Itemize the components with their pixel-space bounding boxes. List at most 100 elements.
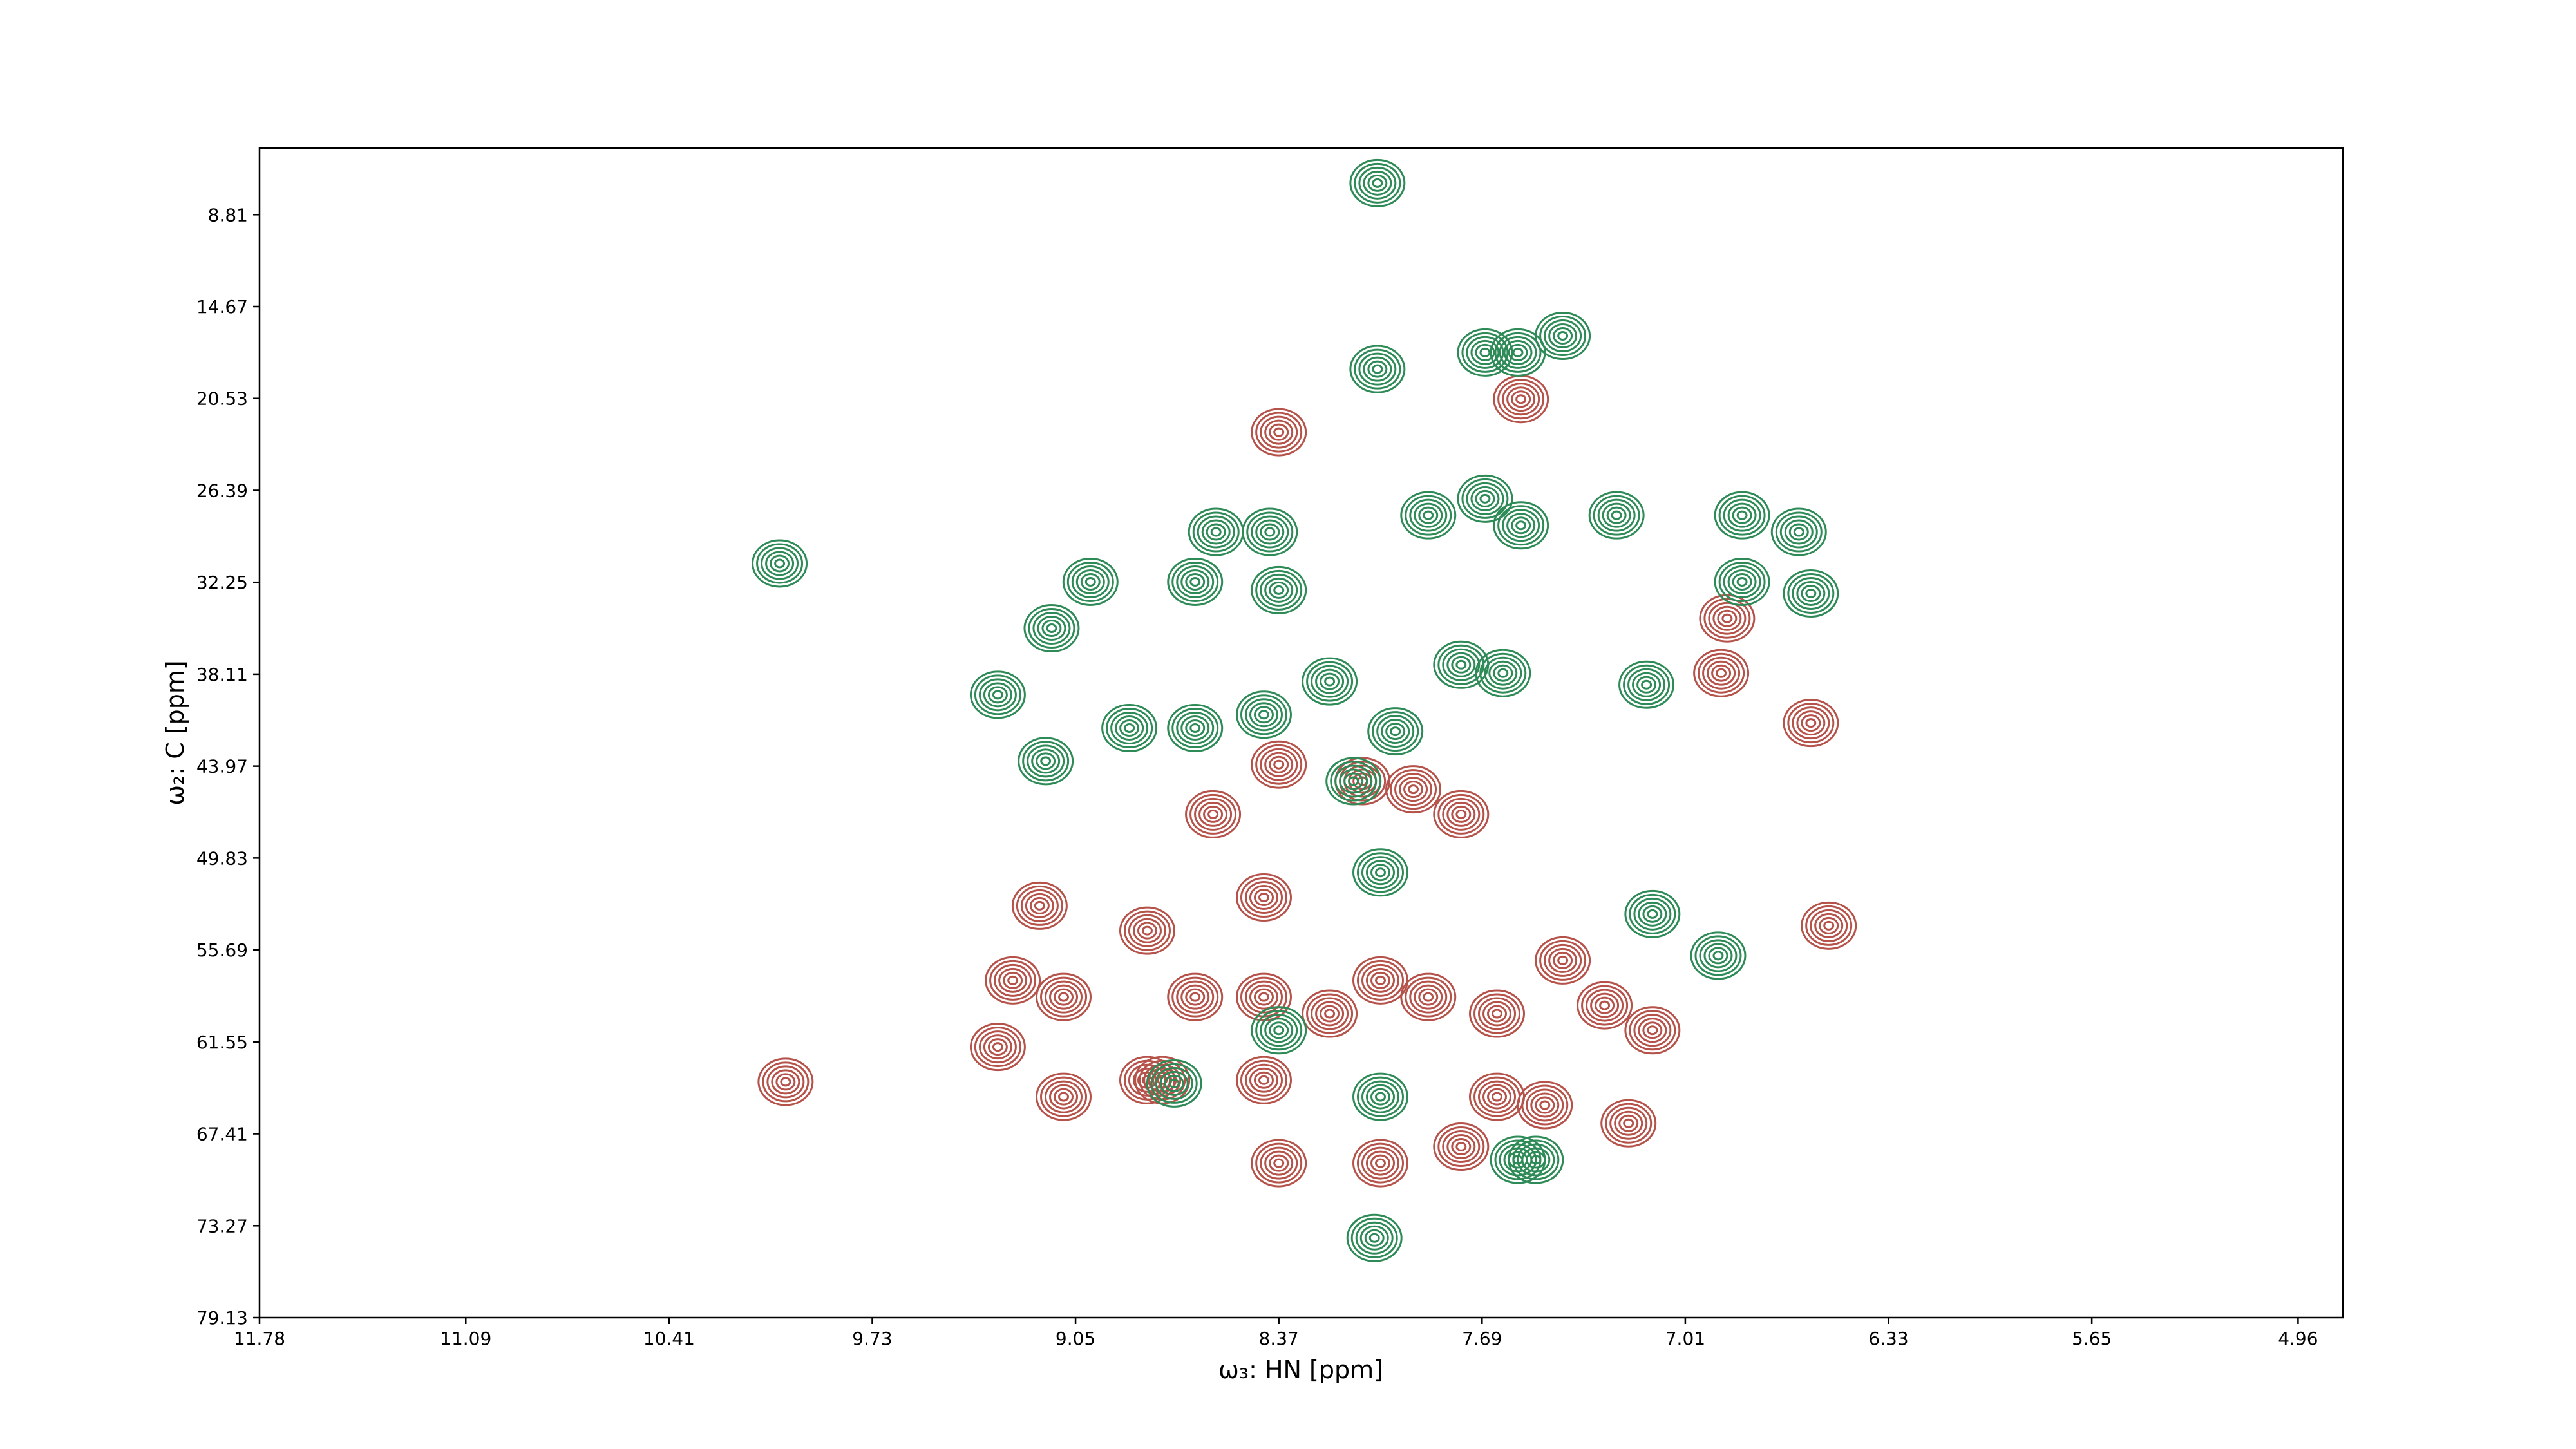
contour-level (1690, 931, 1747, 980)
contour-level (1712, 605, 1742, 631)
contour-level (1478, 997, 1517, 1030)
contour-level (1348, 776, 1359, 786)
contour-level (1647, 1025, 1658, 1036)
contour-level (1249, 884, 1278, 910)
contour-level (1029, 896, 1050, 914)
contour-level (1040, 1076, 1088, 1117)
contour-level (1475, 489, 1495, 507)
contour-level (1269, 1021, 1289, 1039)
contour-level (1054, 988, 1074, 1006)
contour-level (983, 1034, 1012, 1060)
contour-level (1693, 649, 1750, 697)
contour-level (1801, 714, 1821, 732)
contour-level (1703, 598, 1751, 639)
contour-level (1258, 992, 1269, 1002)
contour-level (1597, 498, 1636, 532)
contour-level (969, 1023, 1026, 1072)
contour-level (1037, 616, 1066, 641)
contour-level (1242, 507, 1298, 556)
contour-level (1442, 1130, 1481, 1164)
contour-level (1249, 1067, 1278, 1093)
contour-level (1403, 781, 1424, 799)
peak (1624, 889, 1681, 938)
contour-level (1784, 519, 1814, 545)
contour-level (1176, 711, 1215, 744)
contour-level (1437, 793, 1485, 835)
contour-level (1356, 852, 1404, 893)
contour-level (1473, 993, 1521, 1034)
contour-level (1106, 707, 1153, 748)
peak (1783, 699, 1839, 748)
contour-level (1011, 881, 1068, 930)
contour-level (1264, 419, 1294, 445)
contour-level (1535, 936, 1591, 985)
contour-level (1446, 652, 1476, 677)
contour-level (1614, 1110, 1643, 1136)
contour-level (1805, 588, 1817, 598)
y-tick-label: 38.11 (196, 664, 248, 685)
peak (752, 539, 808, 588)
contour-level (1258, 892, 1269, 902)
contour-level (1273, 759, 1285, 770)
contour-level (1167, 703, 1224, 752)
contour-level (1372, 711, 1419, 752)
contour-level (1167, 972, 1224, 1021)
contour-level (1176, 565, 1215, 598)
contour-level (1185, 719, 1206, 737)
contour-level (1320, 1005, 1340, 1023)
peak (1600, 1099, 1657, 1148)
contour-level (1058, 992, 1070, 1002)
contour-level (992, 690, 1003, 700)
contour-level (1306, 661, 1354, 702)
contour-level (1273, 1025, 1285, 1036)
contour-level (1361, 1146, 1399, 1180)
contour-level (1180, 984, 1210, 1010)
contour-level (1783, 569, 1839, 618)
contour-level (1497, 668, 1509, 678)
contour-level (1251, 1139, 1307, 1188)
contour-level (1372, 178, 1383, 188)
contour-level (1255, 412, 1303, 453)
contour-level (1400, 491, 1457, 540)
peak (1188, 507, 1244, 556)
contour-level (1352, 1072, 1408, 1121)
contour-level (1718, 561, 1766, 602)
contour-level (1473, 1076, 1521, 1117)
contour-level (983, 682, 1012, 708)
contour-level (1339, 768, 1368, 794)
contour-level (1521, 1084, 1569, 1126)
x-axis-label: ω₃: HN [ppm] (1218, 1356, 1383, 1384)
contour-level (1251, 1006, 1307, 1055)
contour-level (1155, 1066, 1193, 1100)
contour-level (1240, 876, 1287, 918)
contour-level (1007, 975, 1019, 985)
contour-level (1244, 1063, 1283, 1097)
contour-level (1185, 573, 1206, 591)
contour-level (1343, 772, 1364, 790)
contour-level (1714, 557, 1770, 606)
contour-level (1446, 1134, 1476, 1160)
contour-level (1260, 748, 1298, 781)
peak (1433, 790, 1490, 838)
contour-level (1736, 510, 1748, 520)
contour-level (1361, 1080, 1399, 1113)
contour-level (1264, 1018, 1294, 1043)
y-tick-label: 73.27 (196, 1215, 248, 1236)
contour-level (1189, 723, 1201, 733)
contour-level (1703, 943, 1733, 969)
contour-level (1352, 848, 1408, 897)
contour-level (1381, 719, 1410, 744)
contour-level (1623, 664, 1671, 705)
contour-level (1264, 1150, 1294, 1176)
contour-level (1189, 793, 1237, 835)
contour-level (1123, 910, 1171, 951)
contour-level (1110, 711, 1149, 744)
contour-level (1235, 873, 1292, 922)
contour-level (1792, 576, 1830, 610)
contour-level (1370, 1154, 1390, 1172)
contour-level (1526, 1088, 1564, 1122)
contour-level (1306, 993, 1354, 1034)
contour-level (1511, 390, 1531, 408)
contour-level (1264, 527, 1276, 537)
